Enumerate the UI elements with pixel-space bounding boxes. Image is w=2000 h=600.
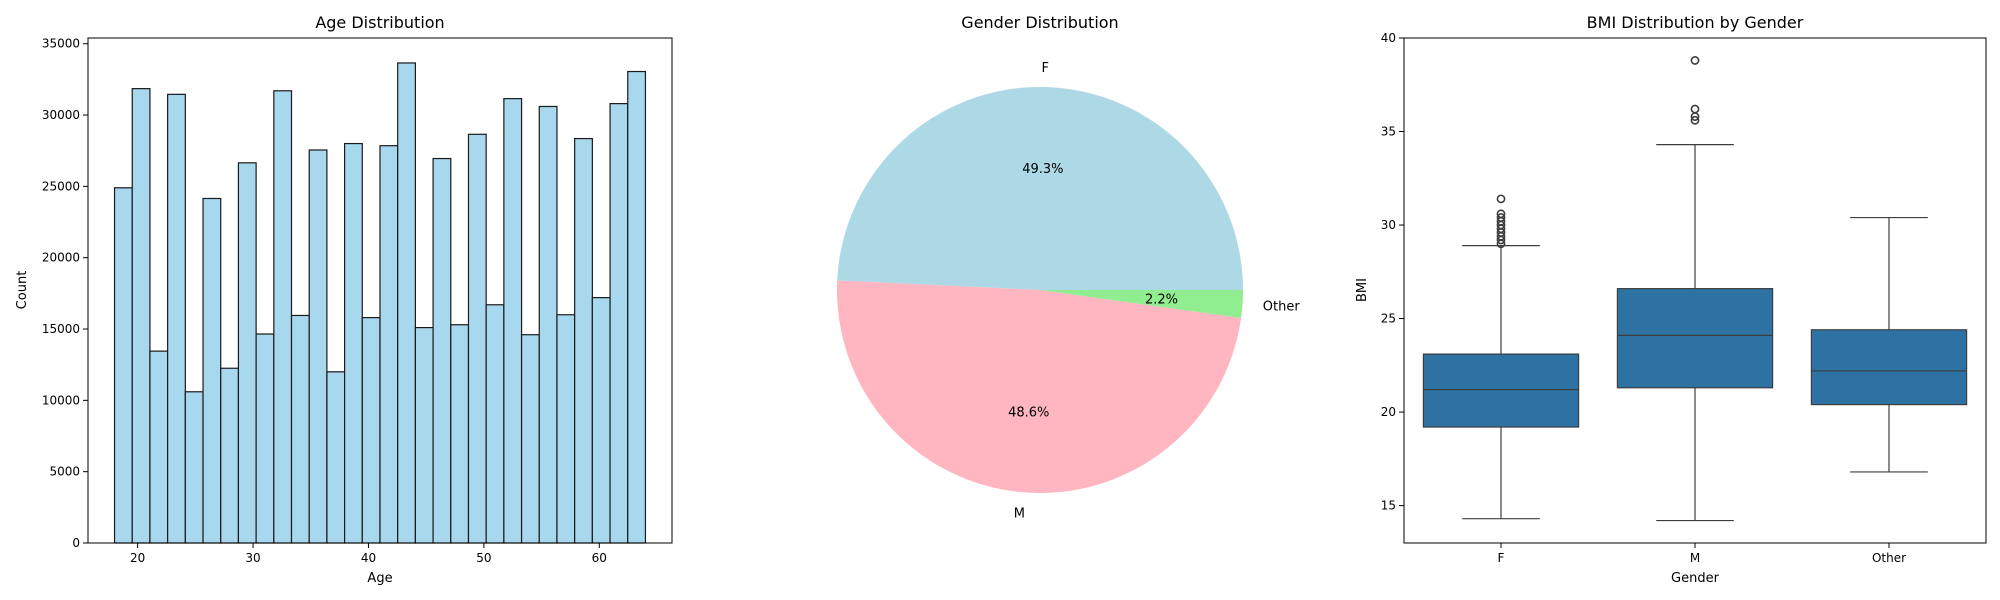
age-bar [273,90,293,544]
pie-category-label: Other [1263,299,1301,314]
age-bar [149,350,169,544]
age-y-tick-label: 20000 [42,251,80,265]
age-y-tick-label: 5000 [49,465,80,479]
gender-chart-title: Gender Distribution [961,13,1118,32]
age-bar [255,333,275,544]
iqr-box [1616,288,1774,389]
bmi-x-label: Gender [1671,571,1720,586]
bmi-x-ticks: F M Other [1498,543,1906,565]
age-y-ticks: 0 5000 10000 15000 20000 25000 30000 35000 [42,37,88,550]
age-bar [220,367,240,544]
bmi-y-tick-label: 25 [1381,312,1396,326]
pie-slice-m [836,280,1242,494]
age-y-label: Count [15,271,30,310]
age-bar [184,391,204,544]
age-bar [432,157,452,544]
age-bar [237,162,257,544]
age-bar [113,187,133,544]
pie-labels: F 49.3% M 48.6% Other 2.2% [1008,61,1300,522]
age-bar [591,297,611,544]
age-x-ticks: 20 30 40 50 60 [130,543,607,565]
age-bar [290,314,310,544]
pie-slice-other [1040,290,1243,318]
pie-percent-label: 49.3% [1022,162,1063,177]
age-bar [574,137,593,544]
age-y-tick-label: 10000 [42,393,80,407]
age-y-tick-label: 15000 [42,322,80,336]
bmi-chart-title: BMI Distribution by Gender [1587,13,1804,32]
pie-slice-f [837,86,1243,290]
outlier-point [1496,213,1506,222]
age-bar [361,317,381,544]
age-bar [503,98,523,544]
bmi-y-label: BMI [1355,278,1370,302]
age-bar [538,105,558,544]
age-bar [450,324,470,544]
pie-percent-label: 48.6% [1008,405,1049,420]
outlier-point [1690,104,1700,114]
age-bar [397,62,416,544]
pie-category-label: M [1014,506,1025,521]
iqr-box [1422,353,1580,428]
outlier-point [1496,209,1506,219]
age-bar [467,133,487,544]
age-x-tick-label: 30 [245,551,260,565]
age-y-tick-label: 30000 [42,108,80,122]
bmi-boxplot-panel: BMI Distribution by Gender F M Other 15 20 2… [1355,13,1987,586]
bmi-y-tick-label: 35 [1381,125,1396,139]
age-bar [344,142,363,544]
age-bar [379,145,399,544]
age-bar [167,93,186,544]
bmi-y-tick-label: 20 [1381,405,1396,419]
bmi-y-ticks: 15 20 25 30 35 40 [1381,31,1404,513]
outlier-point [1496,194,1506,204]
bmi-y-tick-label: 30 [1381,218,1396,232]
bmi-y-tick-label: 15 [1381,499,1396,513]
gender-pie-panel: Gender Distribution F 49.3% M 48.6% Other 2.2… [836,13,1300,522]
age-bar [308,149,328,544]
age-y-tick-label: 25000 [42,179,80,193]
age-y-tick-label: 35000 [42,37,80,51]
age-bar [627,70,647,544]
iqr-box [1810,329,1968,406]
age-bar [485,304,505,544]
age-x-tick-label: 40 [361,551,376,565]
outlier-point [1690,56,1700,65]
age-y-tick-label: 0 [72,536,80,550]
pie-category-label: F [1042,61,1049,76]
age-x-tick-label: 60 [592,551,607,565]
age-bar [414,326,434,544]
age-bars [113,62,647,544]
age-axes-frame [87,37,673,544]
outlier-point [1690,115,1700,125]
age-x-label: Age [367,571,392,586]
bmi-boxes [1422,56,1968,522]
age-x-tick-label: 20 [130,551,145,565]
age-chart-title: Age Distribution [315,13,444,32]
age-bar [609,103,629,544]
age-x-tick-label: 50 [476,551,491,565]
age-bar [520,334,540,544]
bmi-x-tick-label: Other [1872,551,1906,565]
age-bar [326,371,346,544]
pie-slices [836,86,1243,494]
age-bar [556,314,576,544]
pie-percent-label: 2.2% [1145,292,1178,307]
bmi-x-tick-label: F [1498,551,1505,565]
age-bar [131,88,151,544]
age-histogram-panel: Age Distribution 20 30 40 50 60 0 5000 10000 15… [15,13,673,586]
bmi-y-tick-label: 40 [1381,31,1396,45]
bmi-x-tick-label: M [1690,551,1700,565]
age-bar [202,197,222,544]
